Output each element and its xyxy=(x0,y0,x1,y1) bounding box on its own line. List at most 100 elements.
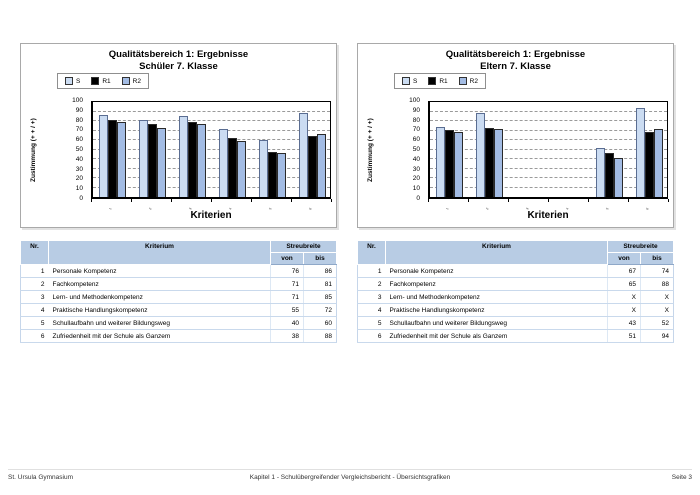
cell-kriterium: Personale Kompetenz xyxy=(385,264,608,278)
x-tick-mark xyxy=(91,199,92,202)
y-axis-ticks: 0 10 20 30 40 50 60 70 80 90 100 xyxy=(396,97,424,202)
cell-von: 55 xyxy=(270,303,304,317)
y-tick-label: 50 xyxy=(412,146,420,153)
gridline xyxy=(430,139,667,140)
cell-bis: 60 xyxy=(303,316,337,330)
bar-r2-kriterium-2 xyxy=(157,127,166,197)
gridline xyxy=(430,129,667,131)
plot-area xyxy=(91,101,331,199)
cell-bis: 74 xyxy=(640,264,674,278)
y-axis-ticks: 0 10 20 30 40 50 60 70 80 90 100 xyxy=(59,97,87,202)
x-tick-mark xyxy=(331,199,332,202)
legend-item-r2: R2 xyxy=(121,77,141,85)
legend-label-s: S xyxy=(413,77,418,85)
cell-nr: 2 xyxy=(20,277,49,291)
y-tick-label: 50 xyxy=(75,146,83,153)
x-tick-mark xyxy=(548,199,549,202)
bar-s-kriterium-1 xyxy=(99,115,108,197)
legend-item-r2: R2 xyxy=(458,77,478,85)
bar-r1-kriterium-5 xyxy=(605,153,614,197)
cell-kriterium: Fachkompetenz xyxy=(48,277,271,291)
cell-nr: 2 xyxy=(357,277,386,291)
gridline xyxy=(430,110,667,112)
cell-kriterium: Personale Kompetenz xyxy=(48,264,271,278)
bar-s-kriterium-5 xyxy=(259,140,268,197)
cell-bis: 88 xyxy=(640,277,674,291)
cell-kriterium: Schullaufbahn und weiterer Bildungsweg xyxy=(385,316,608,330)
y-tick-label: 100 xyxy=(409,97,420,104)
y-tick-label: 90 xyxy=(75,106,83,114)
chart-title-line2: Eltern 7. Klasse xyxy=(480,61,551,72)
x-tick-mark xyxy=(508,199,509,202)
x-tick-mark xyxy=(628,199,629,202)
page-footer: St. Ursula Gymnasium Kapitel 1 - Schulüb… xyxy=(8,469,692,481)
bar-r1-kriterium-1 xyxy=(445,129,454,197)
cell-bis: 94 xyxy=(640,329,674,343)
cell-von: 76 xyxy=(270,264,304,278)
col-header-bis: bis xyxy=(640,252,674,265)
cell-kriterium: Lern- und Methodenkompetenz xyxy=(48,290,271,304)
col-header-streubreite: Streubreite xyxy=(607,240,674,253)
cell-nr: 1 xyxy=(20,264,49,278)
y-tick-label: 70 xyxy=(412,126,420,134)
bar-s-kriterium-5 xyxy=(596,147,605,197)
legend-label-r1: R1 xyxy=(102,77,111,85)
cell-von: 65 xyxy=(607,277,641,291)
cell-kriterium: Zufriedenheit mit der Schule als Ganzem xyxy=(48,329,271,343)
gridline xyxy=(93,177,330,178)
x-tick-mark xyxy=(211,199,212,202)
table-row: 1 Personale Kompetenz 67 74 xyxy=(357,264,674,278)
cell-kriterium: Lern- und Methodenkompetenz xyxy=(385,290,608,304)
bar-r1-kriterium-6 xyxy=(645,132,654,197)
cell-bis: 52 xyxy=(640,316,674,330)
gridline xyxy=(93,120,330,121)
legend-swatch-r1 xyxy=(428,77,437,85)
bar-r1-kriterium-6 xyxy=(308,136,317,197)
legend-label-s: S xyxy=(76,77,81,85)
bar-r2-kriterium-6 xyxy=(654,128,663,197)
streubreite-table: Nr. Kriterium Streubreite von bis 1 Perso… xyxy=(20,240,337,343)
legend-item-r1: R1 xyxy=(428,77,448,85)
cell-nr: 3 xyxy=(20,290,49,304)
cell-kriterium: Fachkompetenz xyxy=(385,277,608,291)
bar-s-kriterium-3 xyxy=(179,116,188,197)
col-header-nr: Nr. xyxy=(357,240,386,265)
table-row: 6 Zufriedenheit mit der Schule als Ganzem… xyxy=(20,329,337,343)
table-row: 3 Lern- und Methodenkompetenz X X xyxy=(357,290,674,304)
cell-nr: 1 xyxy=(357,264,386,278)
cell-nr: 6 xyxy=(357,329,386,343)
col-header-von: von xyxy=(270,252,304,265)
cell-bis: 72 xyxy=(303,303,337,317)
y-tick-label: 40 xyxy=(75,155,83,163)
table-row: 4 Praktische Handlungskompetenz 55 72 xyxy=(20,303,337,317)
table-row: 2 Fachkompetenz 65 88 xyxy=(357,277,674,291)
gridline xyxy=(430,120,667,121)
bar-r2-kriterium-2 xyxy=(494,128,503,197)
bar-r1-kriterium-2 xyxy=(485,127,494,197)
legend-item-r1: R1 xyxy=(91,77,111,85)
y-tick-label: 0 xyxy=(79,195,83,202)
cell-nr: 5 xyxy=(20,316,49,330)
y-tick-label: 30 xyxy=(412,165,420,173)
legend-swatch-r2 xyxy=(458,77,467,85)
chart-title-line1: Qualitätsbereich 1: Ergebnisse xyxy=(108,49,249,60)
gridline xyxy=(93,110,330,112)
x-tick-mark xyxy=(251,199,252,202)
cell-kriterium: Schullaufbahn und weiterer Bildungsweg xyxy=(48,316,271,330)
bar-s-kriterium-6 xyxy=(636,107,645,197)
gridline xyxy=(93,167,330,169)
chart-frame: Qualitätsbereich 1: Ergebnisse Schüler 7… xyxy=(20,43,337,228)
cell-von: 40 xyxy=(270,316,304,330)
col-header-von: von xyxy=(607,252,641,265)
y-tick-label: 70 xyxy=(75,126,83,134)
x-tick-mark xyxy=(171,199,172,202)
cell-kriterium: Praktische Handlungskompetenz xyxy=(48,303,271,317)
cell-nr: 6 xyxy=(20,329,49,343)
gridline xyxy=(430,158,667,159)
bar-r2-kriterium-1 xyxy=(454,132,463,197)
cell-bis: 81 xyxy=(303,277,337,291)
chart-title-line1: Qualitätsbereich 1: Ergebnisse xyxy=(445,49,586,60)
